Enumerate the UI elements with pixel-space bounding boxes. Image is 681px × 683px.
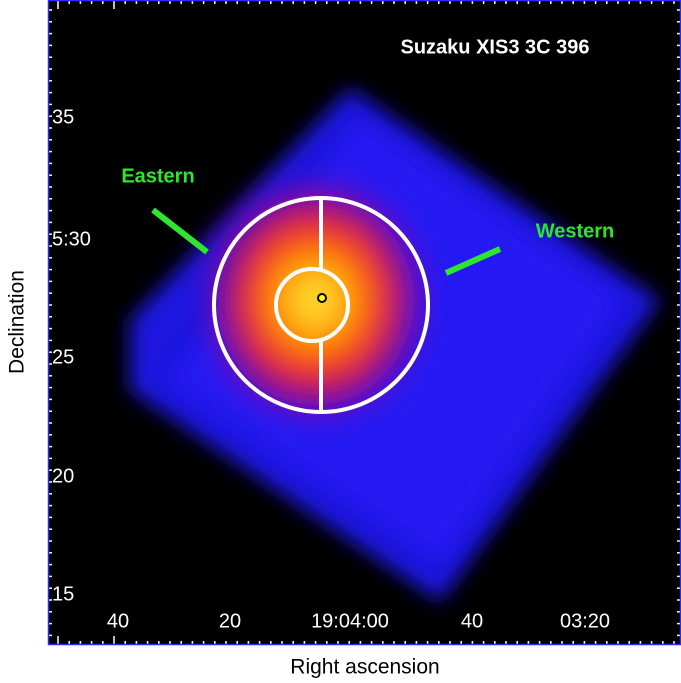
y-tick-label: 20: [52, 465, 74, 487]
region-label: Western: [536, 220, 615, 242]
x-tick-label: 40: [107, 610, 129, 632]
x-tick-label: 19:04:00: [311, 610, 389, 632]
x-tick-label: 20: [219, 610, 241, 632]
y-tick-label: 35: [52, 106, 74, 128]
x-tick-label: 03:20: [560, 610, 610, 632]
y-tick-label: 15: [52, 583, 74, 605]
region-label: Eastern: [121, 165, 194, 187]
y-axis-label: Declination: [6, 270, 29, 374]
y-tick-label: 25: [52, 346, 74, 368]
figure: Eastern Western Suzaku XIS3 3C 396 40 20…: [0, 0, 681, 683]
x-axis-label: Right ascension: [290, 656, 439, 679]
source: [318, 294, 326, 302]
y-tick-label: 5:30: [52, 228, 91, 250]
x-tick-label: 40: [461, 610, 483, 632]
title: Suzaku XIS3 3C 396: [401, 36, 590, 58]
